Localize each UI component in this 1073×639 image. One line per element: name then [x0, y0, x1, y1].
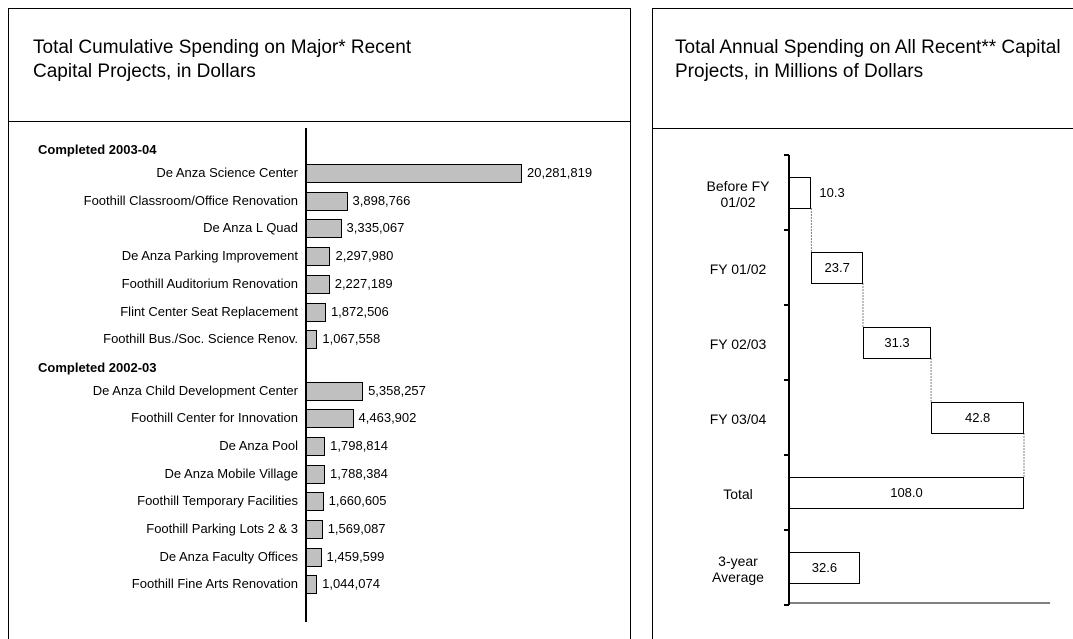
- value-label: 3,898,766: [352, 192, 411, 208]
- value-label: 1,044,074: [322, 576, 380, 592]
- divider: [653, 128, 1073, 129]
- chart-title: Total Annual Spending on All Recent** Ca…: [675, 37, 1061, 82]
- bar: [306, 274, 330, 294]
- category-label: Foothill Classroom/Office Renovation: [83, 192, 298, 208]
- value-label: 10.3: [819, 184, 845, 200]
- bar: [306, 464, 326, 484]
- bar: [789, 176, 812, 209]
- group-header: Completed 2003-04: [38, 142, 157, 157]
- category-label: Foothill Auditorium Renovation: [121, 275, 298, 291]
- category-label: Foothill Parking Lots 2 & 3: [146, 521, 298, 536]
- category-label: 3-year Average: [712, 552, 764, 585]
- value-label: 32.6: [811, 559, 838, 575]
- value-label: 1,459,599: [326, 548, 385, 564]
- chart-title: Total Cumulative Spending on Major* Rece…: [33, 37, 412, 82]
- bar: [789, 551, 860, 584]
- category-label: FY 02/03: [709, 335, 767, 352]
- bar: [306, 164, 522, 183]
- bar: [306, 381, 364, 401]
- category-label: De Anza L Quad: [203, 220, 298, 236]
- bar: [306, 520, 323, 539]
- category-label: De Anza Faculty Offices: [159, 548, 299, 564]
- category-label: FY 01/02: [709, 260, 767, 277]
- value-label: 1,872,506: [330, 303, 389, 319]
- bar: [306, 409, 354, 429]
- bar: [811, 251, 863, 284]
- category-label: Foothill Bus./Soc. Science Renov.: [103, 331, 298, 347]
- bar: [862, 326, 932, 359]
- divider: [9, 121, 630, 122]
- category-label: Foothill Temporary Facilities: [137, 493, 298, 509]
- value-label: 1,569,087: [327, 521, 386, 536]
- value-label: 2,227,189: [334, 275, 393, 291]
- category-label: De Anza Science Center: [156, 165, 298, 180]
- left-panel: Total Cumulative Spending on Major* Rece…: [8, 8, 631, 639]
- value-label: 1,067,558: [322, 331, 381, 347]
- bar: [306, 575, 318, 595]
- bar: [306, 219, 342, 239]
- group-header: Completed 2002-03: [38, 359, 157, 375]
- value-label: 1,788,384: [330, 465, 388, 481]
- category-label: Flint Center Seat Replacement: [120, 303, 298, 319]
- value-label: 20,281,819: [527, 165, 593, 180]
- bar: [306, 330, 318, 350]
- category-label: De Anza Pool: [219, 437, 298, 453]
- value-label: 5,358,257: [368, 382, 426, 398]
- bar: [306, 547, 322, 567]
- bar: [306, 247, 331, 267]
- value-label: 31.3: [884, 334, 910, 350]
- category-label: De Anza Parking Improvement: [121, 248, 298, 264]
- value-label: 23.7: [824, 259, 850, 275]
- value-label: 108.0: [890, 484, 923, 500]
- bar: [306, 492, 324, 512]
- category-label: Before FY 01/02: [706, 177, 770, 210]
- category-label: Total: [723, 485, 753, 502]
- value-label: 1,798,814: [330, 437, 388, 453]
- category-label: De Anza Mobile Village: [164, 465, 298, 481]
- value-label: 2,297,980: [335, 248, 394, 264]
- bar: [931, 401, 1025, 434]
- bar: [306, 191, 348, 211]
- bar: [789, 476, 1024, 509]
- bar: [306, 302, 326, 322]
- category-label: Foothill Center for Innovation: [131, 410, 298, 426]
- category-label: FY 03/04: [709, 410, 767, 427]
- category-label: Foothill Fine Arts Renovation: [131, 576, 298, 592]
- value-label: 4,463,902: [358, 410, 417, 426]
- category-label: De Anza Child Development Center: [92, 382, 298, 398]
- value-label: 3,335,067: [346, 220, 405, 236]
- value-label: 42.8: [964, 409, 991, 425]
- value-label: 1,660,605: [328, 493, 387, 509]
- right-panel: Total Annual Spending on All Recent** Ca…: [652, 8, 1073, 639]
- bar: [306, 436, 326, 456]
